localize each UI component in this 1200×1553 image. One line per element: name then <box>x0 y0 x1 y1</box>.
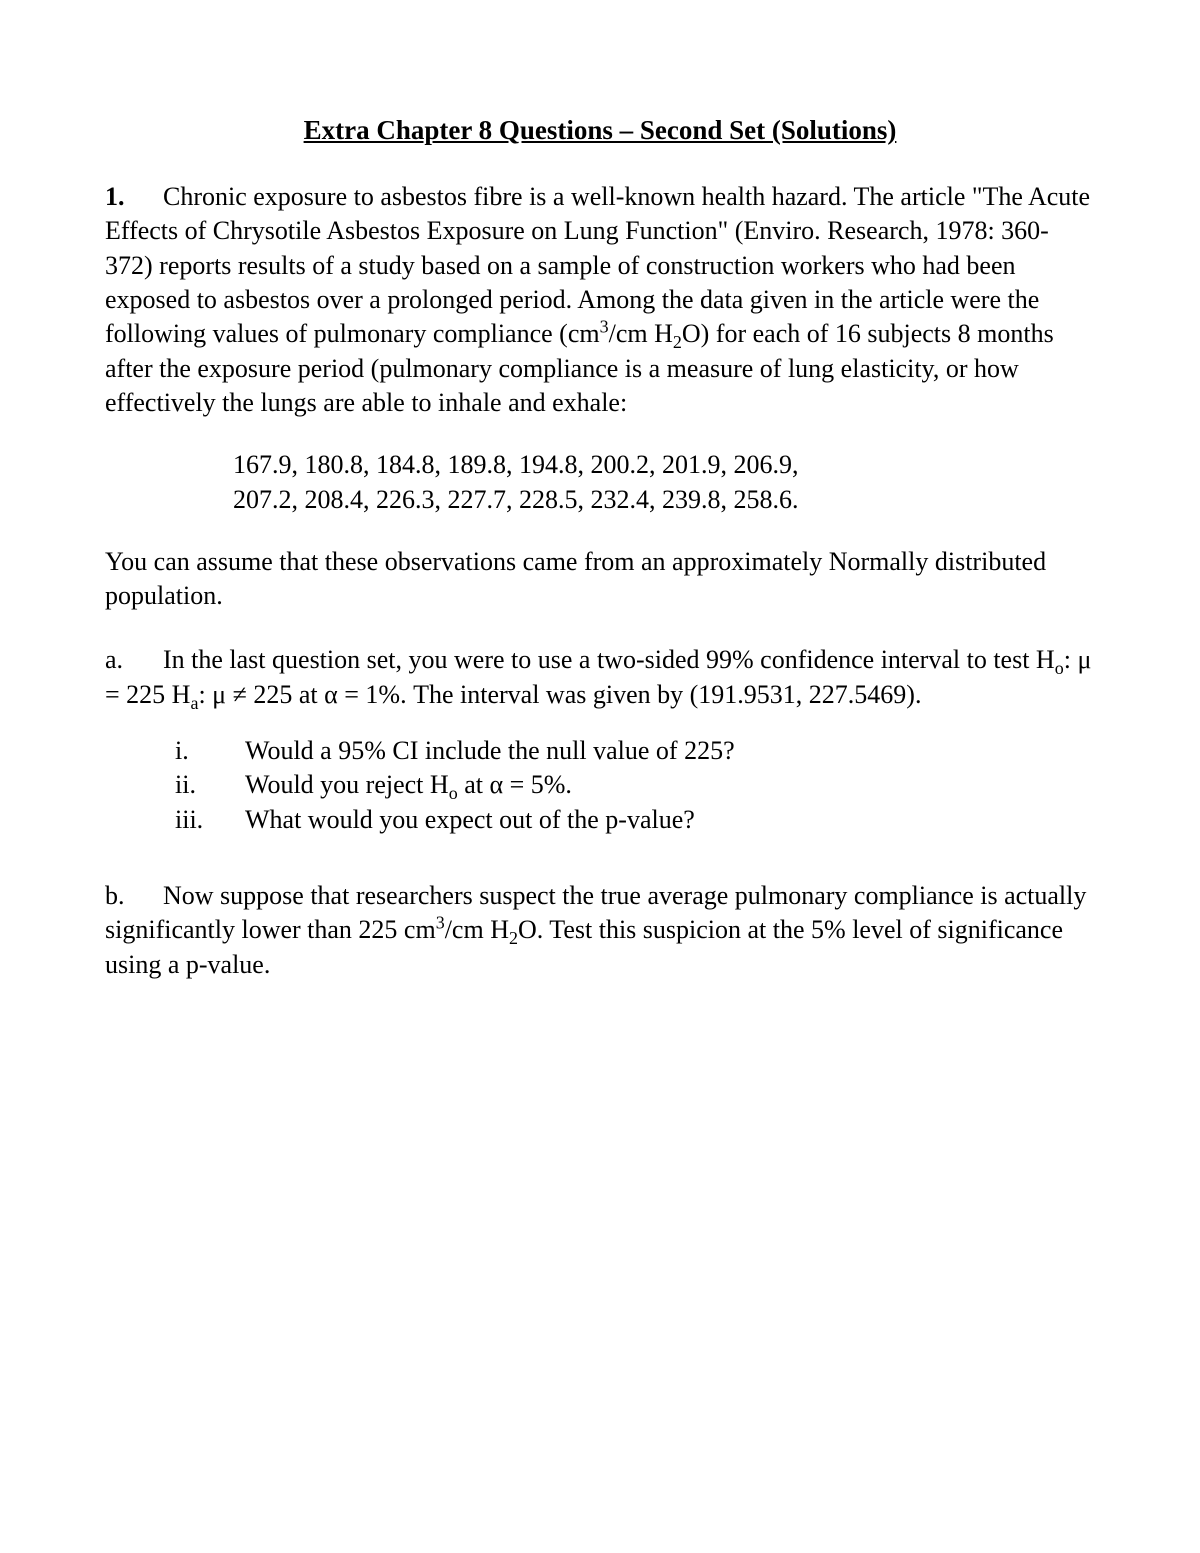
q1-a-ii: ii. Would you reject Ho at α = 5%. <box>175 768 1095 802</box>
q1-a-iii-text: What would you expect out of the p-value… <box>245 803 695 837</box>
q1-intro-sup-1: 3 <box>600 317 609 337</box>
q1-a-i-label: i. <box>175 734 245 768</box>
q1-a-ii-sub: o <box>449 784 458 804</box>
q1-part-a: a.In the last question set, you were to … <box>105 643 1095 712</box>
q1-intro-sub-1: 2 <box>673 332 682 352</box>
q1-a-text-3: : μ ≠ 225 at α = 1%. The interval was gi… <box>198 680 921 709</box>
q1-a-ii-label: ii. <box>175 768 245 802</box>
q1-intro: 1.Chronic exposure to asbestos fibre is … <box>105 180 1095 420</box>
q1-a-iii-label: iii. <box>175 803 245 837</box>
q1-a-ii-t1: Would you reject H <box>245 770 449 799</box>
q1-part-b: b.Now suppose that researchers suspect t… <box>105 879 1095 982</box>
q1-b-sub-1: 2 <box>509 929 518 949</box>
q1-b-label: b. <box>105 879 163 913</box>
q1-number: 1. <box>105 180 163 214</box>
q1-data-line-1: 167.9, 180.8, 184.8, 189.8, 194.8, 200.2… <box>233 448 1095 482</box>
q1-b-sup-1: 3 <box>436 913 445 933</box>
q1-a-text-1: In the last question set, you were to us… <box>163 645 1055 674</box>
q1-a-i: i. Would a 95% CI include the null value… <box>175 734 1095 768</box>
q1-intro-text-2: /cm H <box>609 319 673 348</box>
q1-assume: You can assume that these observations c… <box>105 545 1095 614</box>
document-title: Extra Chapter 8 Questions – Second Set (… <box>105 115 1095 146</box>
question-1: 1.Chronic exposure to asbestos fibre is … <box>105 180 1095 982</box>
q1-a-iii: iii. What would you expect out of the p-… <box>175 803 1095 837</box>
q1-a-label: a. <box>105 643 163 677</box>
q1-a-ii-t2: at α = 5%. <box>458 770 572 799</box>
q1-data-line-2: 207.2, 208.4, 226.3, 227.7, 228.5, 232.4… <box>233 483 1095 517</box>
q1-a-ii-text: Would you reject Ho at α = 5%. <box>245 768 572 802</box>
q1-b-text-2: /cm H <box>445 915 509 944</box>
q1-a-subitems: i. Would a 95% CI include the null value… <box>175 734 1095 837</box>
q1-a-i-text: Would a 95% CI include the null value of… <box>245 734 735 768</box>
q1-data: 167.9, 180.8, 184.8, 189.8, 194.8, 200.2… <box>233 448 1095 517</box>
q1-a-sub-o1: o <box>1055 659 1064 679</box>
